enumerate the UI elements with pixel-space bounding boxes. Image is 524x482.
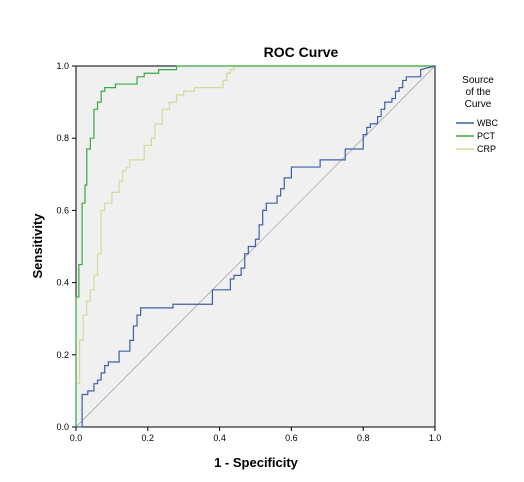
legend-label-pct: PCT bbox=[477, 131, 496, 141]
y-tick-label: 0.2 bbox=[56, 350, 69, 360]
legend-title-line: Source bbox=[462, 75, 494, 86]
series-line-pct bbox=[75, 65, 435, 427]
y-axis-title: Sensitivity bbox=[30, 213, 45, 279]
y-axis: 0.0 0.2 0.4 0.6 0.8 1.0 bbox=[56, 61, 76, 432]
legend: Source of the Curve WBC PCT CRP bbox=[456, 75, 498, 154]
y-tick-label: 0.0 bbox=[56, 422, 69, 432]
x-tick-label: 0.4 bbox=[213, 433, 226, 443]
x-tick-label: 0.0 bbox=[70, 433, 83, 443]
legend-label-crp: CRP bbox=[477, 144, 496, 154]
y-tick-label: 1.0 bbox=[56, 61, 69, 71]
legend-title-line: Curve bbox=[465, 99, 492, 110]
x-axis-title: 1 - Specificity bbox=[214, 455, 299, 470]
y-tick-label: 0.8 bbox=[56, 133, 69, 143]
x-axis: 0.0 0.2 0.4 0.6 0.8 1.0 bbox=[70, 427, 442, 443]
x-tick-label: 0.8 bbox=[357, 433, 370, 443]
legend-label-wbc: WBC bbox=[477, 118, 498, 128]
chart-title: ROC Curve bbox=[264, 44, 339, 60]
x-tick-label: 1.0 bbox=[429, 433, 442, 443]
x-tick-label: 0.2 bbox=[142, 433, 155, 443]
legend-items: WBC PCT CRP bbox=[456, 118, 498, 154]
y-tick-label: 0.4 bbox=[56, 278, 69, 288]
series-line-crp bbox=[75, 65, 435, 427]
series-layer bbox=[75, 65, 436, 428]
y-tick-label: 0.6 bbox=[56, 205, 69, 215]
x-tick-label: 0.6 bbox=[285, 433, 298, 443]
series-line-wbc bbox=[76, 65, 436, 428]
legend-title-line: of the bbox=[465, 87, 490, 98]
